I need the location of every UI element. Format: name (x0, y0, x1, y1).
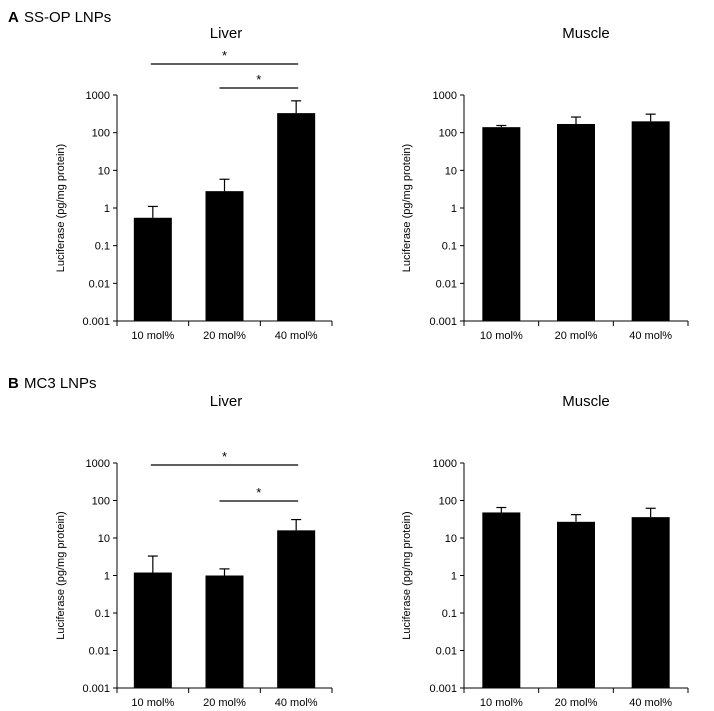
chart-1-bar (557, 123, 595, 322)
chart-0-bar (205, 191, 244, 321)
chart-1-y-tick-label: 0.1 (442, 241, 457, 253)
chart-0-significance-label: * (222, 48, 227, 63)
chart-1-y-tick-label: 100 (439, 128, 457, 140)
chart-0-y-tick-label: 100 (92, 128, 110, 140)
chart-3-bar (631, 517, 670, 688)
chart-0-y-tick-label: 0.001 (82, 316, 110, 328)
chart-2-bar (205, 575, 244, 688)
chart-2-x-tick-label: 10 mol% (131, 697, 174, 709)
chart-2-significance-label: * (222, 449, 227, 464)
chart-2-bar (277, 530, 316, 688)
chart-0-y-tick-label: 1000 (86, 90, 110, 102)
chart-2-y-tick-label: 100 (92, 496, 110, 508)
chart-2-bar (133, 572, 172, 688)
panel-a-letter: A (8, 9, 19, 26)
chart-2-y-tick-label: 0.01 (89, 646, 110, 658)
chart-3-y-tick-label: 0.1 (442, 608, 457, 620)
panel-b-letter: B (8, 375, 19, 392)
chart-0-y-tick-label: 0.1 (95, 241, 110, 253)
chart-0-y-axis-label: Luciferase (pg/mg protein) (55, 144, 67, 272)
chart-3-y-tick-label: 1 (451, 571, 457, 583)
chart-3-x-tick-label: 20 mol% (555, 697, 598, 709)
chart-3-y-tick-label: 0.001 (429, 683, 457, 695)
chart-1-y-tick-label: 1 (451, 203, 457, 215)
chart-3-y-axis-label: Luciferase (pg/mg protein) (401, 511, 413, 639)
chart-3-y-tick-label: 10 (445, 533, 457, 545)
chart-3-x-tick-label: 40 mol% (629, 697, 672, 709)
chart-1-y-tick-label: 10 (445, 165, 457, 177)
chart-1-x-tick-label: 40 mol% (629, 330, 672, 342)
chart-3-y-tick-label: 100 (439, 496, 457, 508)
chart-2-y-tick-label: 0.1 (95, 608, 110, 620)
chart-1-y-tick-label: 0.001 (429, 316, 457, 328)
chart-0-x-tick-label: 40 mol% (275, 330, 318, 342)
chart-2-y-tick-label: 0.001 (82, 683, 110, 695)
chart-1-title: Muscle (562, 25, 610, 42)
chart-2-title: Liver (210, 393, 243, 410)
chart-2-y-tick-label: 10 (98, 533, 110, 545)
chart-0-title: Liver (210, 25, 243, 42)
chart-2-x-tick-label: 20 mol% (203, 697, 246, 709)
chart-3-bar (482, 512, 521, 688)
chart-1-x-tick-label: 20 mol% (555, 330, 598, 342)
chart-0-x-tick-label: 10 mol% (131, 330, 174, 342)
chart-0-bar (277, 113, 316, 321)
chart-1-y-tick-label: 0.01 (436, 278, 457, 290)
chart-0-bar (133, 217, 172, 321)
chart-1-bar (482, 127, 521, 322)
chart-0-y-tick-label: 10 (98, 165, 110, 177)
chart-2-significance-label: * (256, 485, 261, 500)
chart-2-y-axis-label: Luciferase (pg/mg protein) (55, 511, 67, 639)
chart-0-y-tick-label: 1 (104, 203, 110, 215)
chart-2-x-tick-label: 40 mol% (275, 697, 318, 709)
panel-b-title: MC3 LNPs (24, 375, 97, 392)
chart-3-title: Muscle (562, 393, 610, 410)
chart-3-y-tick-label: 1000 (433, 458, 457, 470)
chart-0-y-tick-label: 0.01 (89, 278, 110, 290)
chart-1-bar (631, 121, 670, 321)
panel-a-title: SS-OP LNPs (24, 9, 111, 26)
chart-2-y-tick-label: 1000 (86, 458, 110, 470)
chart-3-bar (557, 521, 595, 688)
chart-0-significance-label: * (256, 72, 261, 87)
chart-1-x-tick-label: 10 mol% (480, 330, 523, 342)
chart-3-y-tick-label: 0.01 (436, 646, 457, 658)
chart-1-y-tick-label: 1000 (433, 90, 457, 102)
chart-3-x-tick-label: 10 mol% (480, 697, 523, 709)
chart-0-x-tick-label: 20 mol% (203, 330, 246, 342)
chart-2-y-tick-label: 1 (104, 571, 110, 583)
chart-1-y-axis-label: Luciferase (pg/mg protein) (401, 144, 413, 272)
